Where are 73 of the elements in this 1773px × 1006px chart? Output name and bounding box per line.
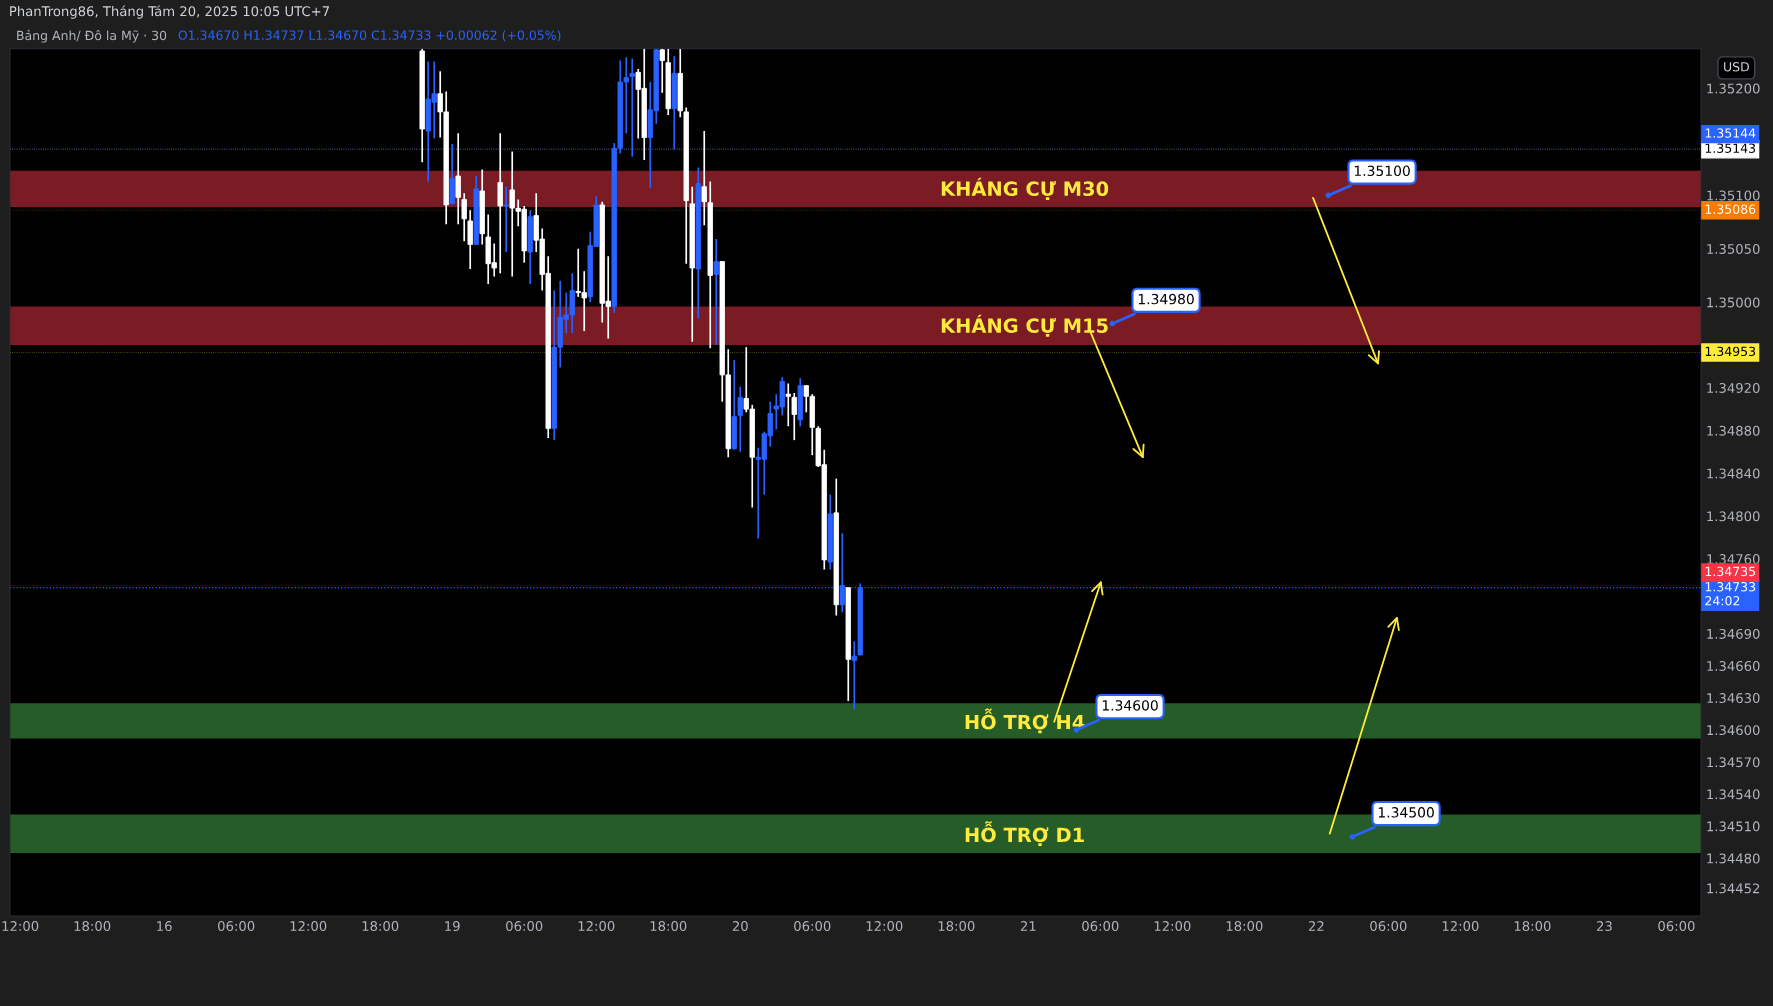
band-label: KHÁNG CỰ M30: [941, 177, 1109, 200]
candlestick: [839, 532, 845, 614]
x-tick-label: 06:00: [1370, 921, 1407, 932]
x-tick-label: 12:00: [2, 921, 39, 932]
x-tick-label: 06:00: [794, 921, 831, 932]
y-tick-label: 1.34920: [1707, 382, 1760, 393]
y-tick-label: 1.34600: [1707, 725, 1760, 736]
x-tick-label: 06:00: [506, 921, 543, 932]
x-tick-label: 12:00: [290, 921, 327, 932]
band-label: HỖ TRỢ H4: [965, 708, 1085, 734]
y-axis-title: USD: [1724, 62, 1749, 72]
y-tick-label: 1.34510: [1707, 821, 1760, 832]
x-tick-label: 18:00: [1514, 921, 1551, 932]
ref-line-label: 1.34953: [1705, 346, 1756, 357]
x-tick-label: 06:00: [218, 921, 255, 932]
x-tick-label: 18:00: [1226, 921, 1263, 932]
y-tick-label: 1.35050: [1707, 243, 1760, 254]
x-tick-label: 12:00: [578, 921, 615, 932]
y-tick-label: 1.34690: [1707, 628, 1760, 639]
y-tick-label: 1.34452: [1707, 883, 1760, 894]
x-tick-label: 22: [1308, 921, 1324, 931]
y-tick-label: 1.34540: [1707, 789, 1760, 800]
x-tick-label: 18:00: [362, 921, 399, 932]
band-label: KHÁNG CỰ M15: [941, 314, 1108, 337]
text: O1.34670 H1.34737 L1.34670 C1.34733 +0.00062 (+0.05%): [178, 30, 561, 42]
band-label: HỖ TRỢ D1: [965, 821, 1084, 847]
annotation: 1.34980: [1138, 293, 1194, 305]
x-tick-label: 06:00: [1082, 921, 1119, 932]
candlestick: [467, 209, 473, 270]
ref-line-label: 1.34735: [1705, 566, 1755, 577]
y-tick-label: 1.34840: [1707, 468, 1760, 479]
y-tick-label: 1.34880: [1707, 425, 1760, 436]
candlestick: [785, 382, 791, 428]
ref-line-label: 1.35144: [1705, 128, 1756, 138]
candlestick: [455, 132, 461, 225]
y-tick-label: 1.34630: [1707, 693, 1760, 704]
chart-subtitle: Bảng Anh/ Đô la Mỹ · 30: [17, 29, 167, 43]
x-tick-label: 21: [1020, 921, 1036, 931]
ref-line-label: 1.34733 24:02: [1705, 582, 1756, 606]
candlestick: [461, 192, 467, 243]
annotation: 1.34500: [1378, 807, 1434, 818]
x-tick-label: 06:00: [1658, 921, 1695, 932]
candlestick: [497, 132, 503, 275]
candlestick: [791, 392, 797, 441]
candlestick: [629, 57, 635, 158]
y-tick-label: 1.34760: [1707, 554, 1760, 565]
x-tick-label: 19: [445, 921, 460, 932]
candlestick: [659, 48, 665, 94]
ref-line-label: 1.35143: [1705, 143, 1756, 153]
x-tick-label: 18:00: [74, 921, 111, 932]
y-tick-label: 1.34800: [1707, 511, 1760, 522]
x-tick-label: 18:00: [938, 921, 975, 932]
candlestick: [701, 130, 707, 227]
ref-line-label: 1.35086: [1705, 204, 1756, 214]
candlestick: [713, 238, 719, 346]
annotation: 1.35100: [1354, 165, 1410, 177]
candlestick: [737, 385, 743, 453]
y-tick-label: 1.35200: [1707, 83, 1760, 94]
chart-title: PhanTrong86, Tháng Tám 20, 2025 10:05 UTC+7: [10, 5, 329, 19]
annotation: 1.34600: [1102, 700, 1158, 711]
y-tick-label: 1.35100: [1707, 190, 1760, 201]
x-tick-label: 16: [157, 921, 172, 932]
x-tick-label: 23: [1596, 921, 1612, 932]
candlestick: [503, 185, 509, 253]
y-tick-label: 1.35000: [1707, 297, 1760, 308]
x-tick-label: 20: [732, 921, 748, 932]
x-tick-label: 12:00: [1154, 921, 1191, 932]
x-tick-label: 12:00: [866, 921, 903, 932]
y-tick-label: 1.34660: [1707, 660, 1760, 671]
y-tick-label: 1.34570: [1707, 757, 1760, 768]
y-tick-label: 1.34480: [1707, 853, 1760, 864]
x-tick-label: 18:00: [650, 921, 687, 932]
x-tick-label: 12:00: [1442, 921, 1479, 932]
